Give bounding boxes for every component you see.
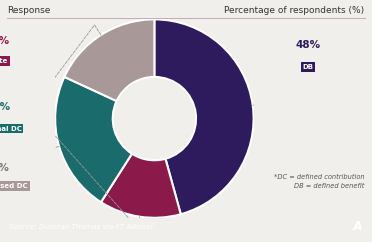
Wedge shape <box>101 154 181 218</box>
Text: Personal DC: Personal DC <box>0 126 22 131</box>
Text: Percentage of respondents (%): Percentage of respondents (%) <box>224 6 365 15</box>
Text: 24%: 24% <box>0 102 10 112</box>
Text: Source: Dunstan Thomas via FT Adviser: Source: Dunstan Thomas via FT Adviser <box>9 224 154 230</box>
Text: *DC = defined contribution
DB = defined benefit: *DC = defined contribution DB = defined … <box>274 174 365 189</box>
Text: State: State <box>0 58 8 64</box>
Text: DB: DB <box>303 64 314 70</box>
Wedge shape <box>55 77 132 202</box>
Text: 14%: 14% <box>0 36 10 46</box>
Text: Work-based DC: Work-based DC <box>0 183 28 189</box>
Text: 48%: 48% <box>296 40 321 50</box>
Wedge shape <box>64 19 154 101</box>
Wedge shape <box>154 19 254 214</box>
Text: 19%: 19% <box>0 163 10 173</box>
Text: Response: Response <box>7 6 51 15</box>
Text: A: A <box>353 220 363 233</box>
